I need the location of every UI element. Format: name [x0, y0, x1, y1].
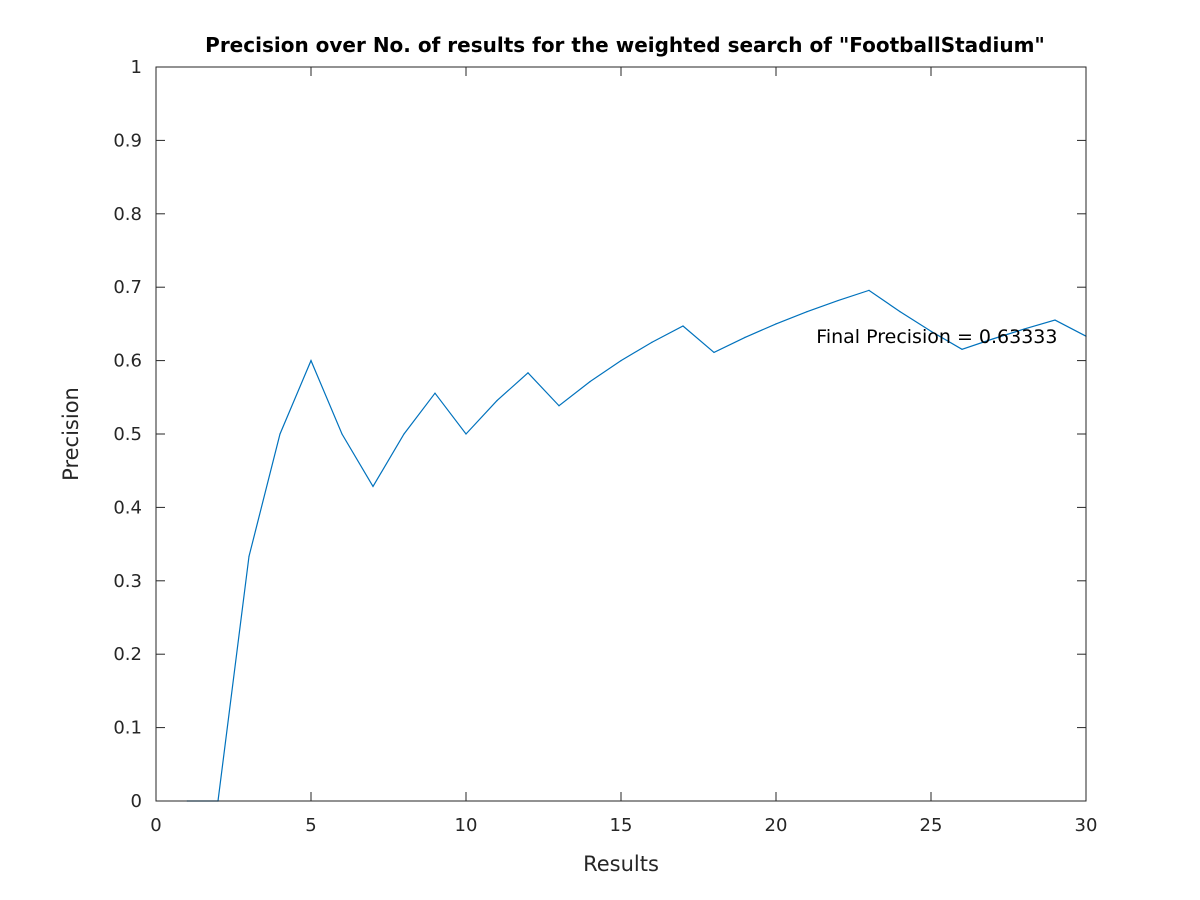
x-axis-title: Results [583, 852, 659, 876]
data-point [496, 400, 498, 402]
x-tick-label: 30 [1075, 815, 1098, 836]
data-point [961, 348, 963, 350]
final-precision-annotation: Final Precision = 0.63333 [816, 326, 1057, 348]
x-tick-label: 5 [305, 815, 316, 836]
data-point [930, 330, 932, 332]
data-point [279, 433, 281, 435]
data-point [651, 341, 653, 343]
series-line [187, 289, 1087, 802]
data-point [682, 325, 684, 327]
data-point [341, 433, 343, 435]
annotation-layer: Final Precision = 0.63333 [816, 326, 1057, 348]
data-point [744, 336, 746, 339]
y-tick-label: 0.1 [113, 718, 142, 739]
data-point [589, 380, 591, 383]
x-tick-label: 25 [920, 815, 943, 836]
data-point [465, 433, 467, 435]
data-point [775, 323, 777, 325]
data-point [806, 311, 808, 313]
x-tick-label: 15 [610, 815, 633, 836]
y-tick-label: 0.4 [113, 497, 142, 518]
y-axis-ticks: 0 0.1 0.2 0.3 0.4 0.5 0.6 0.7 0.8 0.9 1 [113, 57, 1086, 812]
y-tick-label: 1 [131, 57, 142, 78]
x-axis-ticks: 0 5 10 15 20 25 30 [150, 67, 1097, 836]
data-point [310, 360, 312, 362]
y-tick-label: 0.7 [113, 277, 142, 298]
data-point [372, 485, 374, 488]
y-tick-label: 0.6 [113, 351, 142, 372]
data-point [992, 338, 994, 340]
data-point [558, 405, 560, 407]
series-layer [186, 289, 1087, 802]
x-tick-label: 0 [150, 815, 161, 836]
y-tick-label: 0 [131, 791, 142, 812]
y-axis-title: Precision [59, 387, 83, 481]
data-point [620, 360, 622, 362]
y-tick-label: 0.9 [113, 130, 142, 151]
data-point [434, 392, 436, 394]
y-tick-label: 0.2 [113, 644, 142, 665]
x-tick-label: 10 [455, 815, 478, 836]
data-point [868, 289, 870, 291]
data-point [713, 351, 715, 354]
data-point [1023, 328, 1025, 330]
y-tick-label: 0.8 [113, 204, 142, 225]
y-tick-label: 0.3 [113, 571, 142, 592]
y-tick-label: 0.5 [113, 424, 142, 445]
data-point [403, 433, 405, 435]
data-point [527, 372, 529, 374]
data-point [1054, 319, 1056, 321]
data-point [899, 311, 901, 313]
chart-title: Precision over No. of results for the we… [205, 33, 1045, 57]
x-tick-label: 20 [765, 815, 788, 836]
axes-box [155, 66, 1087, 802]
data-point [837, 299, 839, 302]
data-point [248, 555, 250, 557]
